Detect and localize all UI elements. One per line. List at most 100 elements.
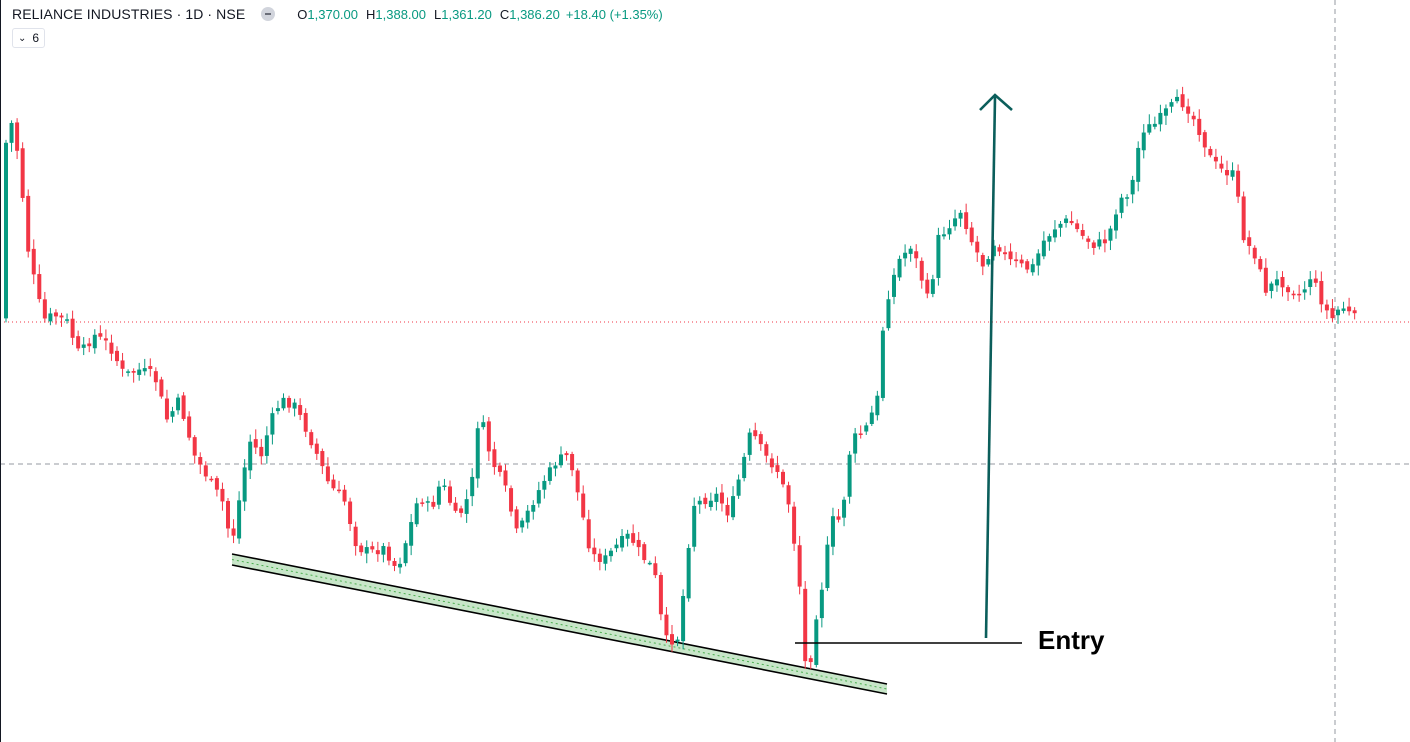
- candle-body: [1036, 253, 1041, 266]
- candle-body: [1091, 242, 1096, 248]
- candle-body: [65, 319, 70, 321]
- candle-body: [98, 333, 103, 337]
- candle-body: [1102, 239, 1107, 244]
- candle-body: [692, 505, 697, 547]
- entry-annotation[interactable]: Entry: [795, 625, 1105, 655]
- candle-body: [520, 520, 525, 528]
- candle-body: [436, 486, 441, 505]
- candle-body: [353, 526, 358, 547]
- candle-body: [76, 336, 81, 349]
- candle-body: [1219, 163, 1224, 169]
- candle-body: [1141, 132, 1146, 151]
- candle-body: [53, 312, 58, 317]
- candle-body: [625, 533, 630, 539]
- candle-body: [181, 395, 186, 419]
- candle-body: [842, 499, 847, 518]
- candle-body: [1324, 304, 1329, 311]
- candle-body: [986, 259, 991, 265]
- support-center-line: [231, 559, 888, 690]
- candle-body: [226, 500, 230, 529]
- support-upper-line: [231, 553, 888, 685]
- candle-body: [864, 425, 869, 432]
- candle-body: [1041, 240, 1046, 257]
- candle-body: [153, 371, 158, 383]
- candle-body: [1108, 228, 1113, 241]
- candle-body: [1225, 170, 1229, 176]
- candle-body: [941, 234, 946, 237]
- candle-body: [892, 274, 896, 297]
- candle-body: [597, 553, 602, 562]
- candle-body: [1308, 279, 1313, 287]
- candle-body: [1097, 239, 1102, 247]
- candle-body: [103, 338, 108, 341]
- candle-body: [542, 480, 547, 490]
- candle-body: [581, 493, 586, 518]
- candle-body: [1286, 287, 1291, 293]
- open-label: O: [297, 6, 308, 22]
- candle-body: [647, 562, 652, 565]
- candle-body: [364, 547, 369, 554]
- candle-body: [392, 561, 397, 566]
- indicator-count: 6: [32, 31, 40, 45]
- candle-body: [792, 506, 797, 544]
- target-arrow[interactable]: [979, 93, 1013, 639]
- candle-body: [203, 465, 208, 477]
- candle-body: [298, 405, 303, 415]
- candle-body: [359, 545, 364, 553]
- candle-body: [947, 228, 952, 235]
- candle-body: [536, 490, 541, 504]
- candle-body: [159, 379, 164, 397]
- candle-body: [764, 444, 769, 456]
- candle-body: [1025, 261, 1030, 270]
- candle-body: [4, 142, 8, 319]
- candle-body: [758, 434, 763, 445]
- candle-body: [797, 545, 802, 587]
- candle-body: [509, 488, 514, 512]
- candle-body: [42, 299, 47, 319]
- low-label: L: [434, 6, 442, 22]
- symbol-title[interactable]: RELIANCE INDUSTRIES · 1D · NSE: [12, 6, 246, 22]
- entry-label: Entry: [1038, 625, 1105, 655]
- candle-body: [70, 318, 75, 338]
- candle-body: [681, 595, 686, 642]
- candle-body: [753, 430, 758, 437]
- candle-body: [703, 497, 708, 505]
- candle-body: [342, 489, 347, 502]
- candle-body: [1169, 102, 1174, 107]
- candle-body: [925, 279, 930, 294]
- candle-body: [858, 433, 863, 435]
- close-value: 1,386.20: [509, 6, 560, 22]
- candle-body: [653, 563, 658, 576]
- candle-body: [281, 397, 286, 409]
- candle-body: [214, 478, 219, 490]
- candle-body: [886, 299, 891, 329]
- candle-body: [81, 344, 86, 348]
- candle-body: [1302, 289, 1307, 293]
- candle-body: [953, 218, 958, 227]
- candle-body: [1119, 197, 1124, 213]
- candle-body: [559, 454, 563, 466]
- candle-body: [303, 412, 308, 432]
- candle-body: [348, 501, 353, 525]
- indicators-toggle[interactable]: ⌄ 6: [12, 28, 46, 48]
- support-trendline-zone[interactable]: [231, 553, 888, 695]
- candle-body: [731, 496, 736, 518]
- candle-body: [1152, 123, 1157, 127]
- candle-body: [1341, 308, 1346, 311]
- candle-body: [786, 485, 791, 505]
- eye-icon[interactable]: [261, 7, 276, 21]
- candle-body: [398, 563, 403, 568]
- candle-body: [486, 421, 491, 452]
- candle-body: [131, 371, 136, 373]
- candle-body: [1297, 293, 1302, 296]
- candle-body: [453, 502, 458, 511]
- candle-body: [9, 122, 14, 143]
- candle-body: [1075, 223, 1080, 230]
- candle-body: [514, 509, 519, 529]
- candle-body: [1197, 118, 1202, 135]
- candle-body: [714, 493, 719, 502]
- candle-body: [869, 412, 874, 424]
- candle-body: [26, 195, 31, 252]
- candle-body: [1158, 112, 1163, 125]
